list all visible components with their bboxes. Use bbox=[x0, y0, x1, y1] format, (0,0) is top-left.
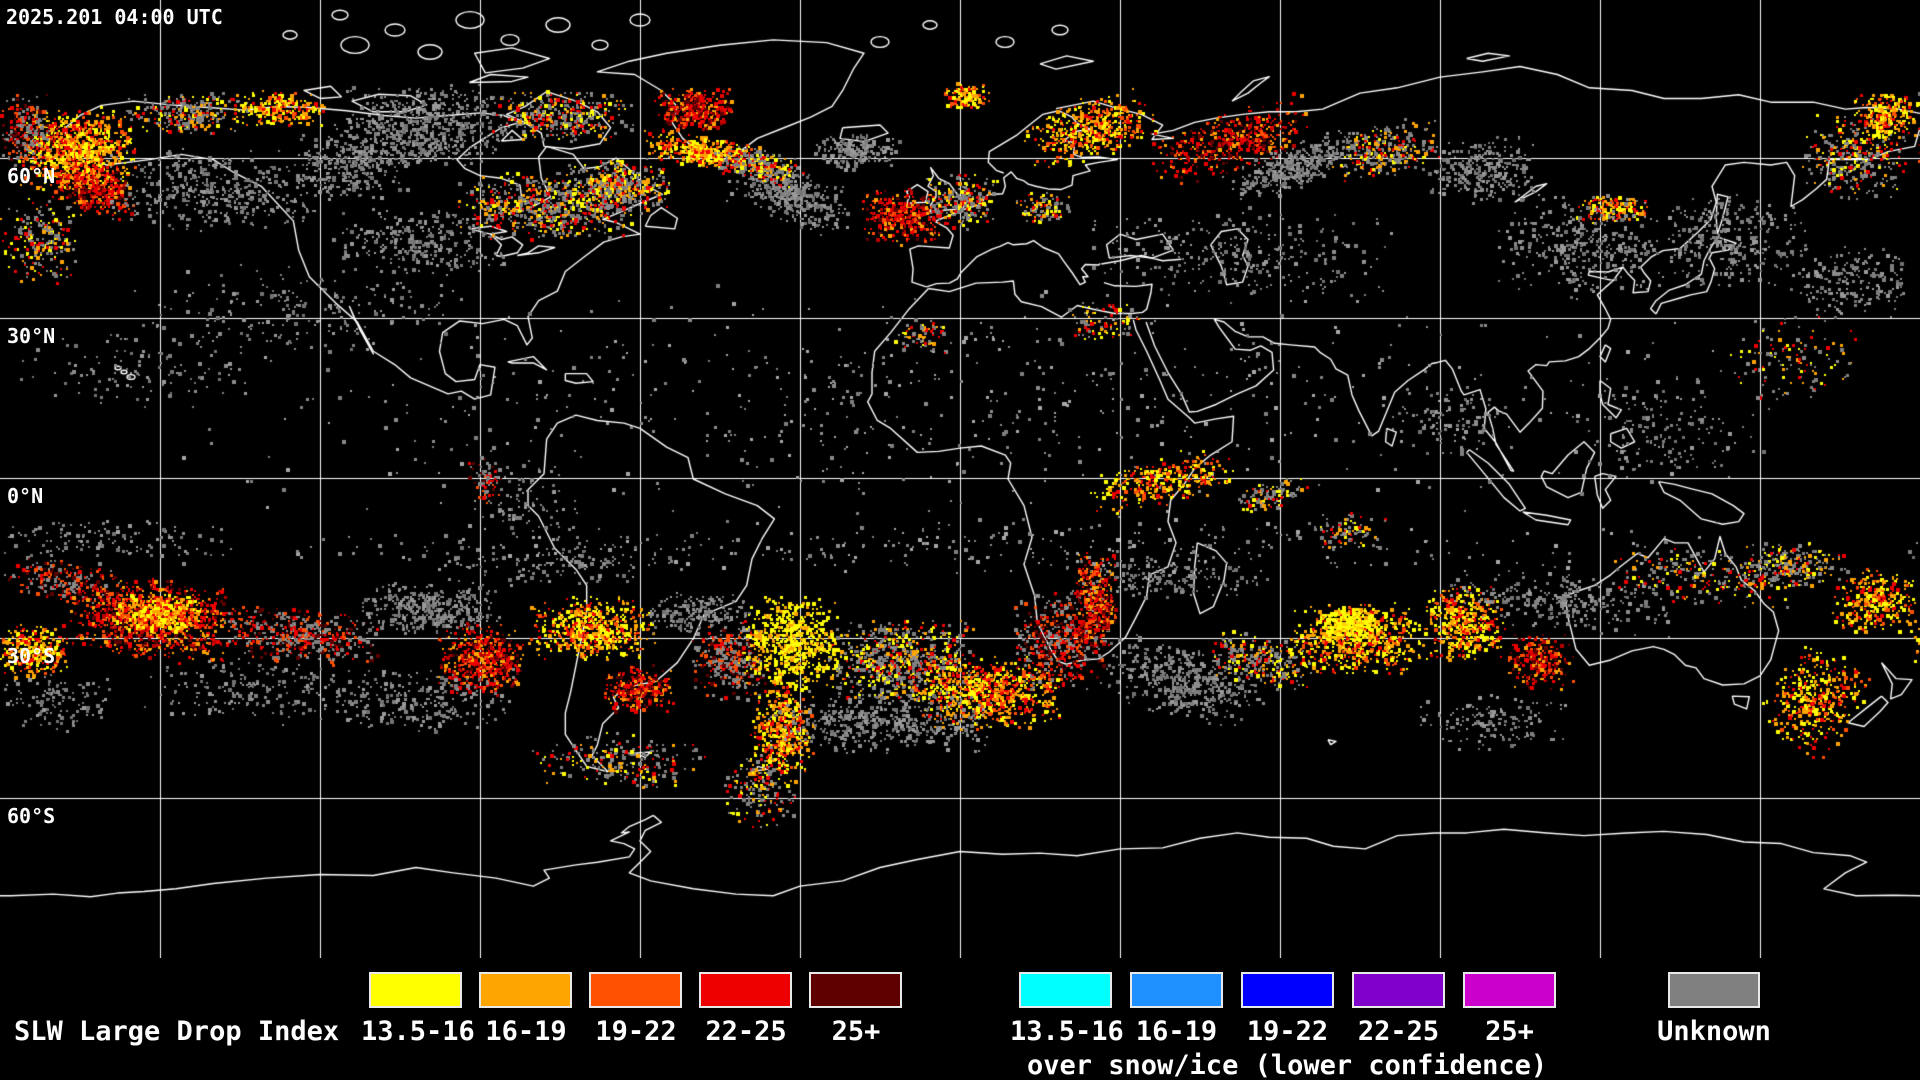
snow-ice-swatch-row bbox=[1019, 972, 1556, 1008]
legend-swatch bbox=[1241, 972, 1334, 1008]
timestamp: 2025.201 04:00 UTC bbox=[6, 5, 223, 29]
legend-swatch-label: 22-25 bbox=[705, 1016, 787, 1047]
legend-swatch bbox=[1019, 972, 1112, 1008]
slw-label-row: 13.5-16 16-19 19-22 22-25 25+ bbox=[361, 1016, 911, 1047]
world-map-canvas bbox=[0, 0, 1920, 958]
unknown-label: Unknown bbox=[1657, 1016, 1771, 1047]
legend-swatch-label: 25+ bbox=[1485, 1016, 1534, 1047]
legend-title: SLW Large Drop Index bbox=[14, 1016, 340, 1047]
legend-swatch-label: 22-25 bbox=[1357, 1016, 1440, 1047]
snow-ice-caption: over snow/ice (lower confidence) bbox=[1027, 1050, 1548, 1080]
latitude-label: 60°N bbox=[7, 164, 56, 188]
unknown-swatch bbox=[1668, 972, 1760, 1008]
legend-swatch-label: 16-19 bbox=[485, 1016, 567, 1047]
legend-swatch bbox=[809, 972, 902, 1008]
legend-swatch bbox=[1352, 972, 1445, 1008]
legend-swatch-label: 25+ bbox=[831, 1016, 881, 1047]
legend-swatch bbox=[369, 972, 462, 1008]
slw-swatch-row bbox=[369, 972, 902, 1008]
legend-swatch bbox=[479, 972, 572, 1008]
legend-swatch bbox=[589, 972, 682, 1008]
legend-swatch bbox=[699, 972, 792, 1008]
legend-swatch-label: 13.5-16 bbox=[1010, 1016, 1124, 1047]
legend-swatch-label: 13.5-16 bbox=[361, 1016, 475, 1047]
latitude-label: 0°N bbox=[7, 484, 44, 508]
latitude-label: 60°S bbox=[7, 804, 56, 828]
latitude-label: 30°N bbox=[7, 324, 56, 348]
legend-swatch-label: 16-19 bbox=[1135, 1016, 1218, 1047]
snow-ice-label-row: 13.5-16 16-19 19-22 22-25 25+ bbox=[1010, 1016, 1565, 1047]
legend: SLW Large Drop Index 13.5-16 16-19 19-22 22… bbox=[0, 958, 1920, 1080]
legend-swatch bbox=[1130, 972, 1223, 1008]
latitude-label: 30°S bbox=[7, 644, 56, 668]
legend-swatch-label: 19-22 bbox=[1246, 1016, 1329, 1047]
legend-swatch bbox=[1463, 972, 1556, 1008]
legend-swatch-label: 19-22 bbox=[595, 1016, 677, 1047]
